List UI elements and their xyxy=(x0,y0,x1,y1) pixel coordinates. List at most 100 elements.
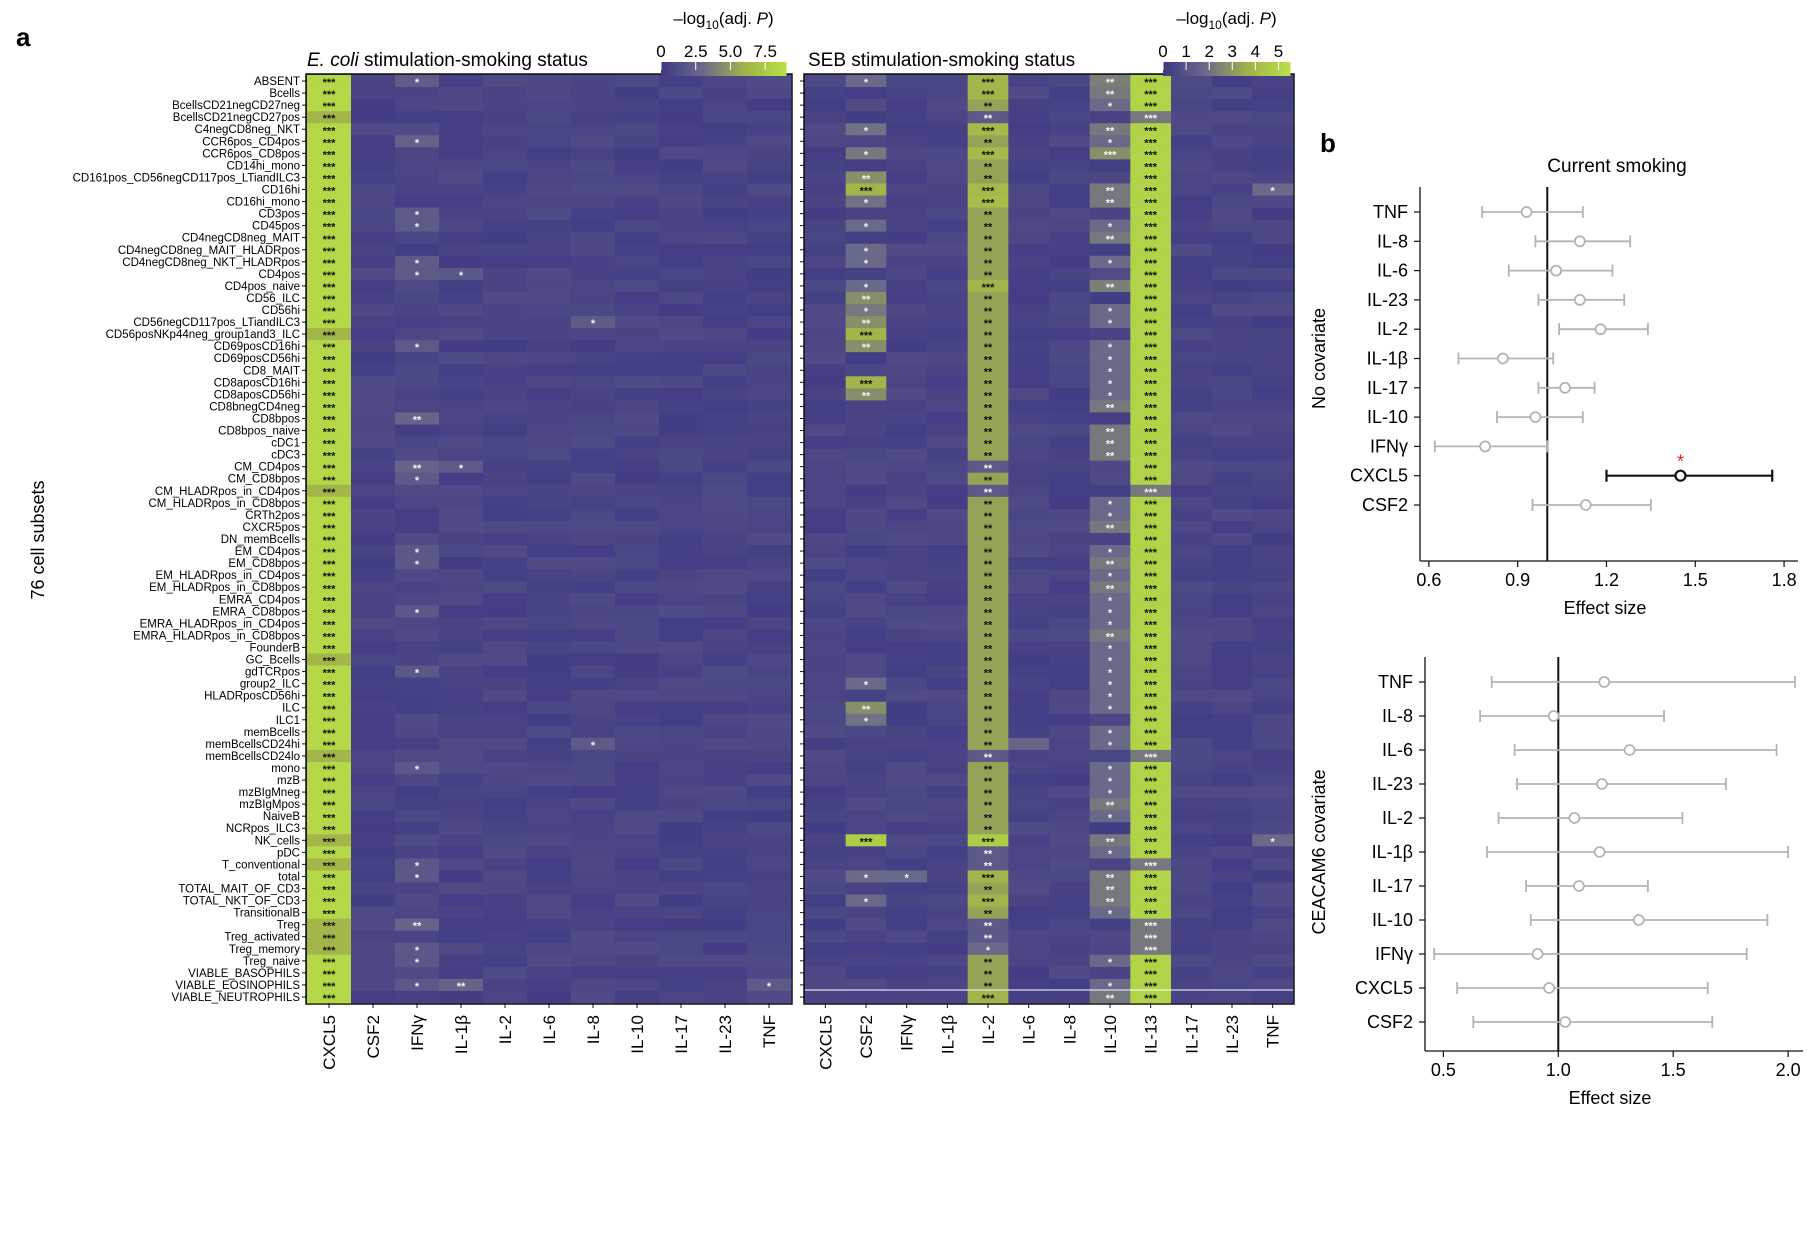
heatmap-cell-c4negcd8neg-nkt-il-2 xyxy=(967,123,1009,136)
heatmap-cell-cd8aposcd16hi-il-13 xyxy=(1130,376,1172,389)
heatmap-cell-cm-cd8bpos-il-10 xyxy=(615,472,660,486)
heatmap-cell-total-il-17 xyxy=(659,870,704,883)
heatmap-cell-bcellscd21negcd27neg-tnf xyxy=(747,99,792,112)
heatmap-cell-nk-cells-il-10 xyxy=(1089,834,1131,847)
heatmap-cell-cd4negcd8neg-mait-il-2 xyxy=(967,231,1009,245)
heatmap-cell-naiveb-csf2 xyxy=(845,810,887,823)
significance-star: ** xyxy=(984,222,993,234)
heatmap-cell-treg-naive-il-23 xyxy=(703,954,748,968)
column-label-il-13: IL-13 xyxy=(1142,1015,1161,1054)
heatmap-cell-mono-il-2 xyxy=(483,761,528,775)
significance-star: ** xyxy=(984,728,993,740)
column-label-il-17: IL-17 xyxy=(1182,1015,1201,1054)
heatmap-cell-cm-hladrpos-in-cd4pos-csf2 xyxy=(845,484,887,498)
heatmap-cell-emra-hladrpos-in-cd4pos-il-1 xyxy=(439,617,484,630)
heatmap-cell-cd56-ilc-il-17 xyxy=(659,291,704,305)
significance-star: * xyxy=(1108,644,1113,656)
heatmap-cell-nk-cells-il-6 xyxy=(1008,834,1050,847)
heatmap-cell-cd4pos-il-1 xyxy=(927,267,969,281)
heatmap-cell-viable-neutrophils-il-6 xyxy=(527,990,572,1004)
significance-star: *** xyxy=(323,788,337,800)
significance-star: * xyxy=(1108,222,1113,234)
heatmap-cell-hladrposcd56hi-il-8 xyxy=(1049,689,1091,703)
heatmap-cell-treg-il-10 xyxy=(1089,918,1131,932)
heatmap-cell-em-hladrpos-in-cd8bpos-tnf xyxy=(747,581,792,594)
heatmap-cell-treg-activated-il-6 xyxy=(1008,930,1050,944)
colorbar-swatch xyxy=(756,62,760,76)
heatmap-cell-ccr6pos-cd8pos-il-17 xyxy=(1171,147,1213,160)
x-tick-label: 1.5 xyxy=(1683,570,1708,590)
heatmap-cell-em-cd4pos-csf2 xyxy=(845,545,887,558)
heatmap-cell-cm-cd8bpos-tnf xyxy=(1252,472,1294,486)
heatmap-cell-ilc1-il-17 xyxy=(1171,713,1213,727)
heatmap-cell-cd16hi-il-1 xyxy=(927,183,969,196)
heatmap-cell-total-il-23 xyxy=(703,870,748,883)
heatmap-cell-gc-bcells-il-1 xyxy=(927,653,969,666)
heatmap-cell-nk-cells-csf2 xyxy=(845,834,887,847)
heatmap-cell-cd8-mait-tnf xyxy=(747,364,792,377)
heatmap-cell-cd69poscd56hi-il-8 xyxy=(1049,352,1091,365)
heatmap-cell-cd4pos-il-6 xyxy=(1008,267,1050,281)
heatmap-cell-cd56posnkp44neg-group1and3-ilc-il-2 xyxy=(967,328,1009,341)
heatmap-cell-nk-cells-il-6 xyxy=(527,834,572,847)
heatmap-cell-cd4negcd8neg-nkt-hladrpos-ifn xyxy=(395,255,440,269)
colorbar-swatch xyxy=(704,62,708,76)
heatmap-cell-transitionalb-tnf xyxy=(1252,906,1294,920)
heatmap-cell-cd56-ilc-il-2 xyxy=(483,291,528,305)
heatmap-cell-gc-bcells-csf2 xyxy=(351,653,396,666)
colorbar-swatch xyxy=(1226,62,1230,76)
heatmap-cell-treg-memory-il-6 xyxy=(1008,942,1050,956)
heatmap-cell-ilc-tnf xyxy=(747,701,792,715)
heatmap-cell-hladrposcd56hi-il-8 xyxy=(571,689,616,703)
heatmap-cell-cd69poscd16hi-il-1 xyxy=(439,340,484,353)
heatmap-cell-cd69poscd56hi-il-23 xyxy=(1211,352,1253,365)
heatmap-cell-cd8bpos-naive-il-1 xyxy=(927,424,969,437)
heatmap-cell-mzb-il-23 xyxy=(703,774,748,787)
y-axis-title: No covariate xyxy=(1309,308,1329,409)
heatmap-cell-naiveb-il-2 xyxy=(483,810,528,823)
heatmap-cell-cd8-mait-il-17 xyxy=(659,364,704,377)
heatmap-cell-naiveb-il-10 xyxy=(1089,810,1131,823)
significance-star: *** xyxy=(1144,354,1158,366)
heatmap-cell-treg-naive-ifn xyxy=(886,954,928,968)
heatmap-cell-cd8bpos-naive-il-13 xyxy=(1130,424,1172,437)
significance-star: * xyxy=(1108,390,1113,402)
point-estimate-tnf xyxy=(1520,206,1533,218)
heatmap-cell-total-ifn xyxy=(886,870,928,883)
heatmap-cell-total-nkt-of-cd3-csf2 xyxy=(845,894,887,907)
heatmap-cell-bcells-il-1 xyxy=(927,87,969,100)
heatmap-cell-emra-hladrpos-in-cd4pos-cxcl5 xyxy=(307,617,352,630)
heatmap-cell-cd8aposcd16hi-il-2 xyxy=(967,376,1009,389)
heatmap-cell-emra-cd4pos-tnf xyxy=(1252,593,1294,606)
heatmap-cell-nk-cells-il-23 xyxy=(1211,834,1253,847)
heatmap-cell-cd8aposcd16hi-il-2 xyxy=(483,376,528,389)
heatmap-cell-membcells-csf2 xyxy=(845,725,887,739)
heatmap-cell-founderb-cxcl5 xyxy=(307,641,352,654)
heatmap-cell-viable-neutrophils-cxcl5 xyxy=(805,990,847,1004)
heatmap-cell-crth2pos-il-17 xyxy=(1171,508,1213,522)
heatmap-cell-mzbigmpos-cxcl5 xyxy=(805,798,847,811)
heatmap-cell-cd4negcd8neg-mait-hladrpos-cxcl5 xyxy=(805,243,847,257)
significance-star: *** xyxy=(1144,77,1158,89)
colorbar-label-part: 10 xyxy=(705,18,719,32)
significance-star: *** xyxy=(1144,933,1158,945)
heatmap-cell-cd56posnkp44neg-group1and3-ilc-il-1 xyxy=(439,328,484,341)
heatmap-cell-treg-tnf xyxy=(1252,918,1294,932)
colorbar-swatch xyxy=(1241,62,1244,76)
heatmap-cell-cd3pos-il-10 xyxy=(615,207,660,221)
heatmap-cell-bcellscd21negcd27pos-il-2 xyxy=(483,111,528,124)
significance-star: *** xyxy=(1144,499,1158,511)
significance-star: ** xyxy=(1106,583,1115,595)
significance-star: *** xyxy=(323,571,337,583)
heatmap-cell-cd56posnkp44neg-group1and3-ilc-csf2 xyxy=(845,328,887,341)
heatmap-cell-cd14hi-mono-tnf xyxy=(747,159,792,172)
heatmap-cell-cd4pos-il-23 xyxy=(1211,267,1253,281)
heatmap-cell-total-nkt-of-cd3-il-6 xyxy=(527,894,572,907)
colorbar-swatch xyxy=(769,62,772,76)
significance-star: *** xyxy=(323,125,337,137)
heatmap-cell-cdc3-il-10 xyxy=(615,448,660,462)
heatmap-cell-treg-naive-il-6 xyxy=(527,954,572,968)
heatmap-cell-treg-activated-il-10 xyxy=(615,930,660,944)
heatmap-cell-ccr6pos-cd8pos-il-1 xyxy=(927,147,969,160)
colorbar-swatch xyxy=(692,62,695,76)
